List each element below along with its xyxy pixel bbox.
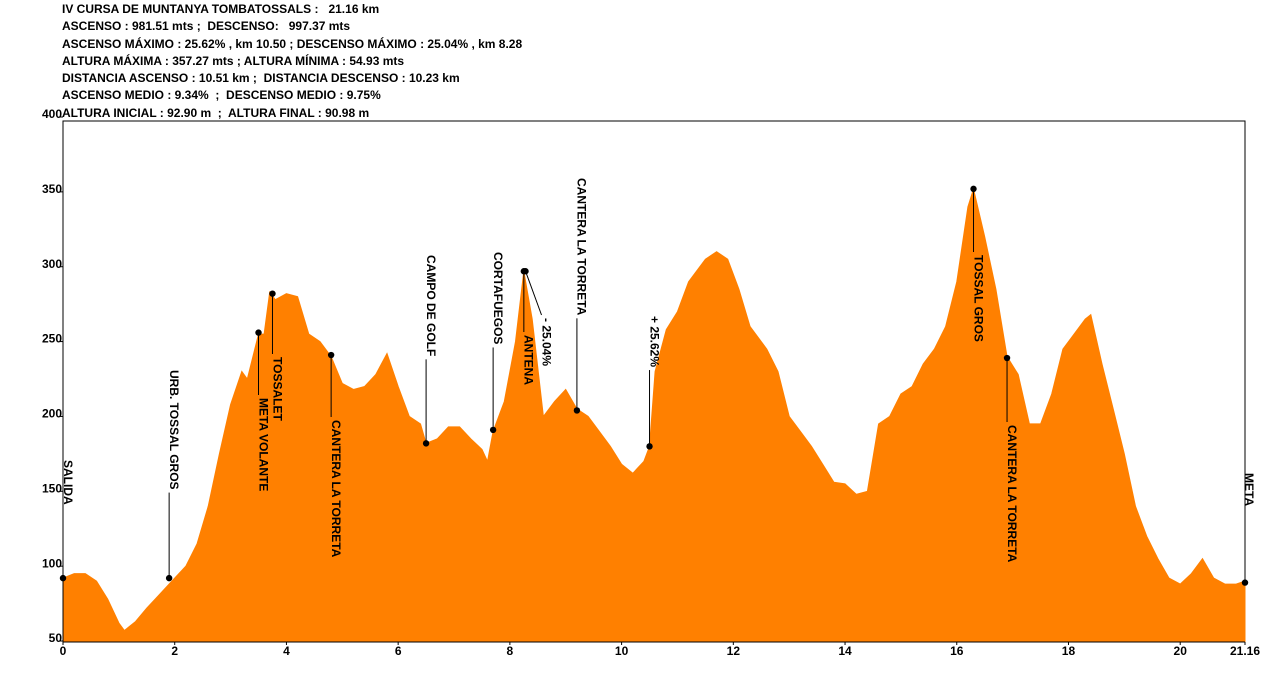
annotation-label: META bbox=[1242, 473, 1256, 506]
annotation-label: CORTAFUEGOS bbox=[491, 252, 505, 344]
annotation-leader bbox=[525, 271, 542, 316]
header-line: DISTANCIA ASCENSO : 10.51 km ; DISTANCIA… bbox=[62, 71, 460, 86]
annotation-label: ANTENA bbox=[522, 335, 536, 385]
header-line: IV CURSA DE MUNTANYA TOMBATOSSALS : 21.1… bbox=[62, 2, 380, 16]
x-tick-label: 18 bbox=[1062, 644, 1076, 658]
y-tick-label: 150 bbox=[42, 481, 62, 495]
annotation-label: TOSSALET bbox=[270, 357, 284, 421]
waypoint-marker bbox=[255, 329, 262, 336]
waypoint-marker bbox=[970, 185, 977, 193]
x-tick-label: 8 bbox=[507, 644, 514, 658]
waypoint-marker bbox=[646, 443, 653, 450]
waypoint-marker bbox=[1241, 579, 1249, 586]
x-tick-label: 14 bbox=[838, 644, 852, 658]
annotation-label: CANTERA LA TORRETA bbox=[329, 420, 343, 558]
waypoint-marker bbox=[422, 440, 430, 447]
x-tick-label: 0 bbox=[60, 644, 67, 658]
x-tick-label: 16 bbox=[950, 644, 964, 658]
header-line: ALTURA MÁXIMA : 357.27 mts ; ALTURA MÍNI… bbox=[62, 53, 405, 68]
header-line: ASCENSO : 981.51 mts ; DESCENSO: 997.37 … bbox=[62, 19, 351, 34]
x-tick-label: 4 bbox=[283, 644, 290, 658]
annotation-label: - 25.04% bbox=[539, 318, 553, 366]
header: IV CURSA DE MUNTANYA TOMBATOSSALS : 21.1… bbox=[62, 1, 522, 122]
y-tick-label: 100 bbox=[42, 556, 62, 570]
waypoint-marker bbox=[59, 574, 67, 582]
y-tick-label: 200 bbox=[42, 407, 62, 421]
x-tick-label: 21.16 bbox=[1230, 644, 1260, 658]
waypoint-marker bbox=[1003, 354, 1011, 362]
x-tick-label: 6 bbox=[395, 644, 402, 658]
waypoint-marker bbox=[489, 426, 497, 434]
waypoint-marker bbox=[165, 574, 173, 582]
header-line: ALTURA INICIAL : 92.90 m ; ALTURA FINAL … bbox=[62, 105, 370, 120]
annotation-label: SALIDA bbox=[61, 460, 75, 505]
waypoint-marker bbox=[522, 268, 529, 275]
y-tick-label: 50 bbox=[49, 631, 63, 645]
waypoint-marker bbox=[573, 407, 581, 414]
waypoint-marker bbox=[269, 290, 276, 297]
annotation-label: CANTERA LA TORRETA bbox=[575, 178, 589, 316]
x-tick-label: 2 bbox=[171, 644, 178, 658]
annotation-label: META VOLANTE bbox=[256, 398, 270, 491]
annotation-label: URB. TOSSAL GROS bbox=[167, 370, 181, 490]
y-tick-label: 400 bbox=[42, 107, 62, 121]
y-tick-label: 250 bbox=[42, 332, 62, 346]
waypoint-marker bbox=[327, 351, 335, 359]
y-tick-label: 350 bbox=[42, 182, 62, 196]
header-line: ASCENSO MÁXIMO : 25.62% , km 10.50 ; DES… bbox=[62, 36, 523, 51]
header-line: ASCENSO MEDIO : 9.34% ; DESCENSO MEDIO :… bbox=[62, 88, 381, 103]
y-tick-label: 300 bbox=[42, 257, 62, 271]
annotation-label: CANTERA LA TORRETA bbox=[1005, 425, 1019, 563]
x-tick-label: 12 bbox=[727, 644, 741, 658]
annotation-label: TOSSAL GROS bbox=[971, 255, 985, 342]
x-tick-label: 20 bbox=[1174, 644, 1188, 658]
x-tick-label: 10 bbox=[615, 644, 629, 658]
annotation-label: + 25.62% bbox=[647, 316, 661, 367]
annotation-label: CAMPO DE GOLF bbox=[424, 255, 438, 356]
